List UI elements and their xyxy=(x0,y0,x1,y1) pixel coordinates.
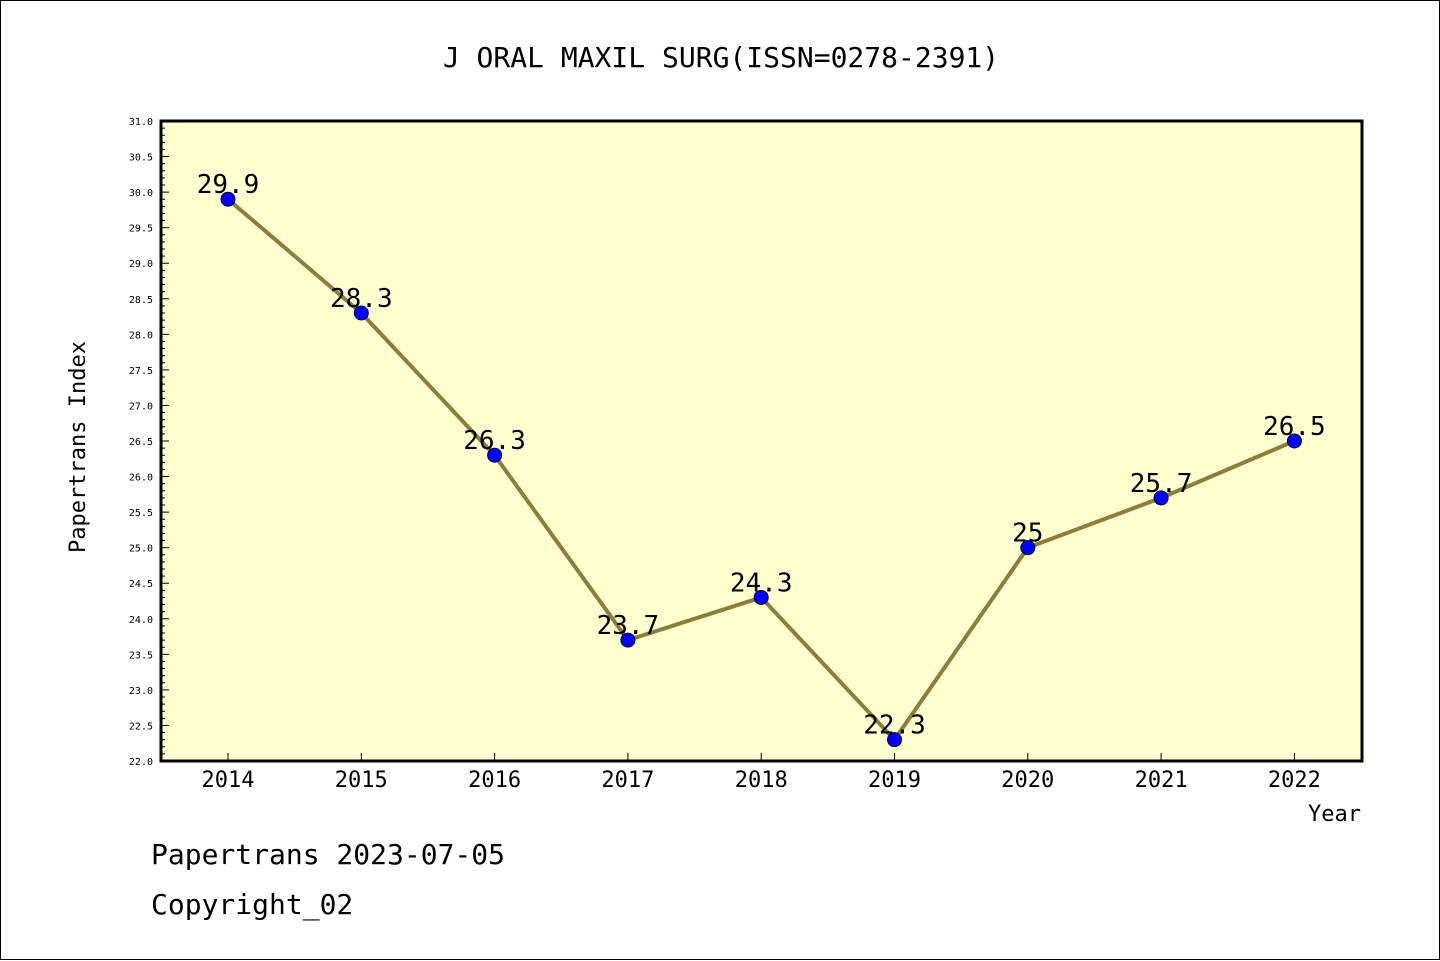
x-tick-label: 2019 xyxy=(868,768,921,793)
data-label: 25.7 xyxy=(1130,469,1193,499)
y-tick-label: 29.5 xyxy=(129,224,153,235)
data-label: 29.9 xyxy=(197,170,260,200)
data-point-marker xyxy=(753,589,769,605)
data-point-marker xyxy=(353,305,369,321)
y-tick-label: 30.5 xyxy=(129,153,153,164)
x-axis: 2014 2015 2016 2017 2018 2019 2020 2021 2022 xyxy=(202,753,1321,793)
data-point-marker xyxy=(1020,540,1036,556)
data-point-marker xyxy=(1286,433,1302,449)
chart-title: J ORAL MAXIL SURG(ISSN=0278-2391) xyxy=(443,41,999,74)
x-tick-label: 2015 xyxy=(335,768,388,793)
y-tick-label: 31.0 xyxy=(129,117,153,128)
data-label: 26.3 xyxy=(463,426,526,456)
y-tick-label: 23.0 xyxy=(129,686,153,697)
data-point-marker xyxy=(220,191,236,207)
y-tick-label: 28.0 xyxy=(129,330,153,341)
y-axis-label: Papertrans Index xyxy=(66,341,91,553)
data-label: 28.3 xyxy=(330,284,393,314)
x-tick-label: 2017 xyxy=(601,768,654,793)
footer-date: Papertrans 2023-07-05 xyxy=(151,838,505,871)
x-tick-label: 2016 xyxy=(468,768,521,793)
plot-area xyxy=(159,119,1364,763)
y-tick-label: 22.5 xyxy=(129,721,153,732)
y-tick-label: 23.5 xyxy=(129,650,153,661)
data-label: 24.3 xyxy=(730,568,793,598)
data-point-marker xyxy=(487,447,503,463)
x-tick-label: 2020 xyxy=(1001,768,1054,793)
x-tick-label: 2021 xyxy=(1135,768,1188,793)
y-tick-label: 30.0 xyxy=(129,188,153,199)
y-tick-label: 26.5 xyxy=(129,437,153,448)
x-tick-label: 2014 xyxy=(202,768,255,793)
y-tick-label: 27.5 xyxy=(129,366,153,377)
data-label: 25 xyxy=(1012,519,1043,549)
y-tick-label: 24.0 xyxy=(129,615,153,626)
data-point-marker xyxy=(1153,490,1169,506)
x-tick-label: 2018 xyxy=(735,768,788,793)
data-label-group: 29.9 28.3 26.3 23.7 24.3 22.3 25 25.7 26.5 xyxy=(197,170,1326,740)
x-axis-label: Year xyxy=(1308,802,1361,827)
y-tick-label: 22.0 xyxy=(129,757,153,768)
y-tick-label: 26.0 xyxy=(129,473,153,484)
y-tick-label: 24.5 xyxy=(129,579,153,590)
y-tick-label: 25.0 xyxy=(129,544,153,555)
data-point-marker xyxy=(620,632,636,648)
data-label: 23.7 xyxy=(597,611,660,641)
y-tick-label: 29.0 xyxy=(129,259,153,270)
y-tick-label: 28.5 xyxy=(129,295,153,306)
data-label: 22.3 xyxy=(863,711,926,741)
footer-copyright: Copyright_02 xyxy=(151,888,353,922)
y-tick-label: 25.5 xyxy=(129,508,153,519)
series-line-group xyxy=(220,191,1302,748)
y-axis: 22.0 22.5 23.0 23.5 24.0 24.5 25.0 25.5 26.0 26.5… xyxy=(129,117,169,768)
data-label: 26.5 xyxy=(1263,412,1326,442)
data-point-marker xyxy=(887,732,902,748)
y-tick-label: 27.0 xyxy=(129,401,153,412)
x-tick-label: 2022 xyxy=(1268,768,1321,793)
